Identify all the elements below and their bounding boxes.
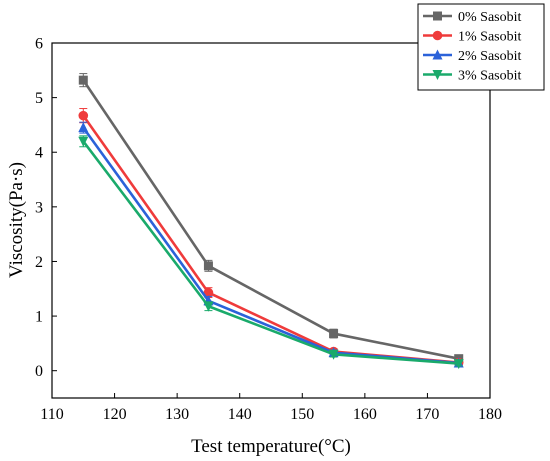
data-point-3-1 (203, 301, 214, 312)
legend-marker-0 (433, 11, 442, 21)
y-tick-label-3: 3 (35, 199, 43, 216)
series-line-0 (82, 79, 459, 360)
axis-ticks: 110 120 130 140 150 160 170 180 0 1 2 3 4 5 6 (35, 36, 502, 424)
data-point-3-0 (78, 136, 89, 147)
y-tick-label-2: 2 (35, 254, 43, 271)
data-point-1-0 (78, 110, 89, 121)
legend: 0% Sasobit 1% Sasobit 2% Sasobit 3% Sasobit (417, 3, 545, 91)
plot-frame (51, 42, 491, 399)
x-tick-label-6: 170 (415, 406, 439, 423)
series-3 (78, 135, 464, 370)
legend-item-0: 0% Sasobit (423, 10, 522, 25)
x-tick-label-5: 160 (353, 406, 377, 423)
data-point-0-1 (203, 261, 213, 271)
series-line-3 (82, 140, 459, 365)
data-point-2-0 (78, 122, 89, 133)
x-tick-label-3: 140 (228, 406, 252, 423)
legend-item-2: 2% Sasobit (423, 49, 522, 64)
legend-label-2: 2% Sasobit (458, 49, 522, 64)
y-tick-label-0: 0 (35, 363, 43, 380)
legend-label-1: 1% Sasobit (458, 30, 522, 45)
y-tick-label-1: 1 (35, 309, 43, 326)
y-tick-label-6: 6 (35, 36, 43, 53)
data-point-0-2 (329, 329, 339, 339)
legend-item-1: 1% Sasobit (423, 30, 522, 45)
legend-label-0: 0% Sasobit (458, 10, 522, 25)
series-1 (78, 108, 464, 368)
legend-label-3: 3% Sasobit (458, 69, 522, 84)
x-tick-label-1: 120 (103, 406, 127, 423)
series-0 (78, 73, 464, 364)
x-tick-label-4: 150 (290, 406, 314, 423)
data-point-0-0 (78, 75, 88, 85)
data-point-3-3 (453, 359, 464, 370)
series-layer (78, 73, 464, 370)
y-axis-title: Viscosity(Pa·s) (6, 162, 27, 278)
legend-marker-3 (432, 70, 443, 80)
x-tick-label-0: 110 (40, 406, 63, 423)
data-point-3-2 (328, 349, 339, 360)
legend-item-3: 3% Sasobit (423, 69, 522, 84)
data-point-1-1 (203, 287, 214, 298)
y-tick-label-4: 4 (35, 145, 43, 162)
y-tick-label-5: 5 (35, 90, 43, 107)
x-tick-label-7: 180 (478, 406, 502, 423)
x-tick-label-2: 130 (165, 406, 189, 423)
legend-marker-2 (432, 49, 443, 60)
legend-marker-1 (432, 30, 443, 41)
x-axis-title: Test temperature(°C) (191, 436, 351, 457)
